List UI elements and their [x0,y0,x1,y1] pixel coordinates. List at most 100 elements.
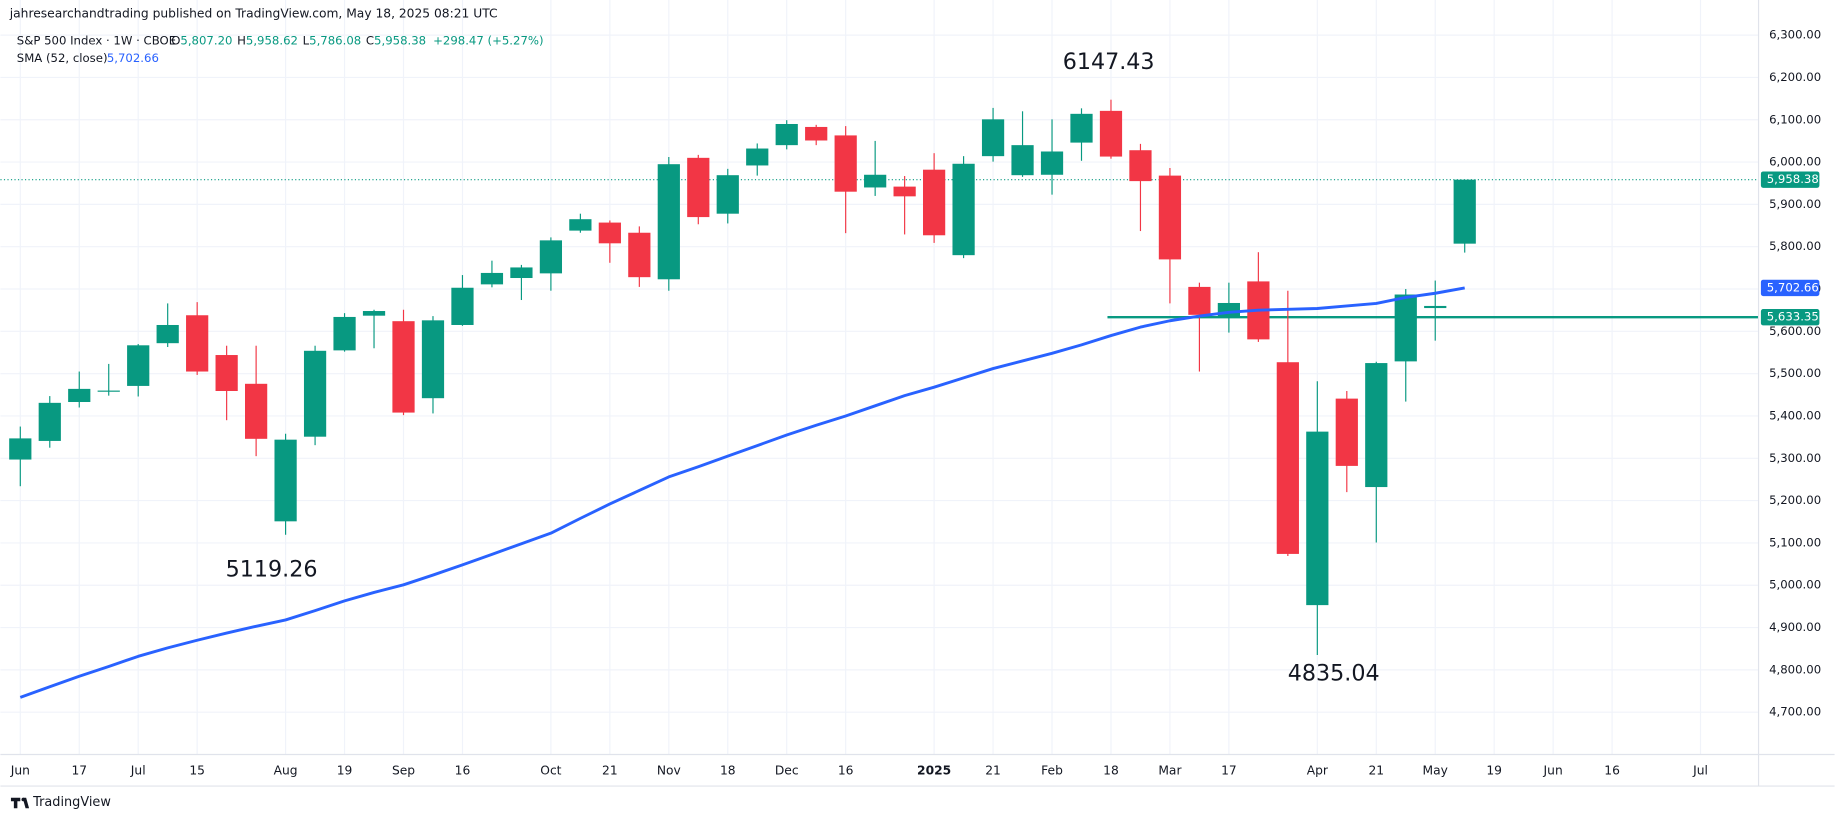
sma-line [19,286,1465,699]
candle-body [215,355,238,391]
brand: TradingView [10,795,111,810]
price-tag [1760,279,1820,297]
candle-body [68,388,91,403]
candle-body [38,402,61,441]
x-tick-label: 2025 [917,763,951,777]
y-tick-label: 5,800.00 [1769,239,1821,253]
y-tick-label: 5,200.00 [1769,493,1821,507]
candle-body [922,169,946,236]
x-tick-label: Jun [1543,763,1563,777]
candle-body [1424,305,1447,309]
x-tick-label: 21 [602,763,618,777]
candle-body [1276,362,1299,554]
ohlc-value: 5,786.08 [309,33,361,47]
candle-body [864,174,887,188]
candle-body [746,148,769,166]
candle-body [127,345,150,386]
change: +298.47 (+5.27%) [433,33,543,47]
candle-body [1335,398,1358,466]
candle-body [775,123,798,146]
x-tick-label: Nov [657,763,681,777]
candle-body [451,287,474,325]
ohlc-name: L [303,33,310,47]
ohlc-name: H [237,33,246,47]
candle-body [716,175,739,214]
x-tick-label: Dec [775,763,799,777]
x-tick-label: 15 [189,763,205,777]
x-tick-label: 18 [720,763,736,777]
x-tick-label: Sep [392,763,415,777]
candle-body [1070,113,1093,143]
x-tick-label: 17 [1221,763,1237,777]
y-tick-label: 4,700.00 [1769,705,1821,719]
sma-value: 5,702.66 [107,51,159,65]
x-tick-label: Mar [1158,763,1182,777]
y-tick-label: 5,900.00 [1769,197,1821,211]
candle-body [569,219,592,231]
candle-body [421,320,445,399]
x-tick-label: Feb [1041,763,1063,777]
x-tick-label: 19 [1486,763,1502,777]
candle-body [893,186,916,197]
annotation: 5119.26 [226,556,318,582]
x-tick-label: 21 [1368,763,1384,777]
candle-body [598,222,621,244]
annotation: 4835.04 [1288,660,1380,686]
price-tag-label: 5,633.35 [1767,310,1819,324]
candle-body [1011,145,1034,176]
y-tick-label: 5,300.00 [1769,451,1821,465]
candle-body [1158,175,1182,260]
x-tick-label: 19 [337,763,353,777]
y-tick-label: 5,100.00 [1769,535,1821,549]
candle-body [657,164,680,280]
candle-body [539,240,563,274]
symbol: S&P 500 Index · 1W · CBOE [17,33,176,47]
candle-body [1188,286,1211,315]
x-tick-label: 16 [838,763,854,777]
candle-body [834,135,857,192]
candle-body [1306,431,1329,606]
candle-body [1365,363,1388,488]
candle-body [687,157,710,218]
x-tick-label: Jul [130,763,146,777]
y-tick-label: 4,900.00 [1769,620,1821,634]
annotation: 6147.43 [1063,49,1155,75]
candle-body [1394,294,1417,362]
x-tick-label: Apr [1307,763,1329,777]
x-tick-label: Jun [10,763,30,777]
candle-body [1453,179,1476,244]
logo-dot [21,797,25,802]
legend: S&P 500 Index · 1W · CBOE SMA (52, close… [17,33,544,65]
ohlc-value: 5,958.62 [246,33,298,47]
y-tick-label: 4,800.00 [1769,662,1821,676]
x-tick-label: Aug [274,763,298,777]
y-tick-label: 5,500.00 [1769,366,1821,380]
price-tag [1760,171,1820,188]
brand-name: TradingView [32,795,111,810]
price-tag-label: 5,702.66 [1767,280,1819,294]
candle-body [1099,110,1123,157]
candle-body [392,321,415,413]
y-tick-label: 5,400.00 [1769,408,1821,422]
y-tick-label: 5,600.00 [1769,324,1821,338]
x-tick-label: 21 [985,763,1001,777]
x-tick-label: Oct [540,763,561,777]
y-tick-label: 6,200.00 [1769,70,1821,84]
plot: 6147.43 5119.26 4835.04 [0,49,1759,699]
candle-body [480,272,504,285]
candle-body [805,126,828,141]
x-tick-label: 18 [1103,763,1119,777]
candle-body [952,163,975,256]
candle-body [303,350,327,437]
y-tick-label: 6,100.00 [1769,112,1821,126]
x-tick-label: Jul [1692,763,1708,777]
price-tag [1760,309,1820,326]
candle-body [97,390,120,392]
publisher: jahresearchandtrading published on Tradi… [9,7,498,21]
candle-body [274,439,297,522]
candle-body [156,324,179,344]
axes: 4,700.00 4,800.00 4,900.00 5,000.00 5,100.00… [10,28,1821,778]
x-tick-label: May [1423,763,1448,777]
